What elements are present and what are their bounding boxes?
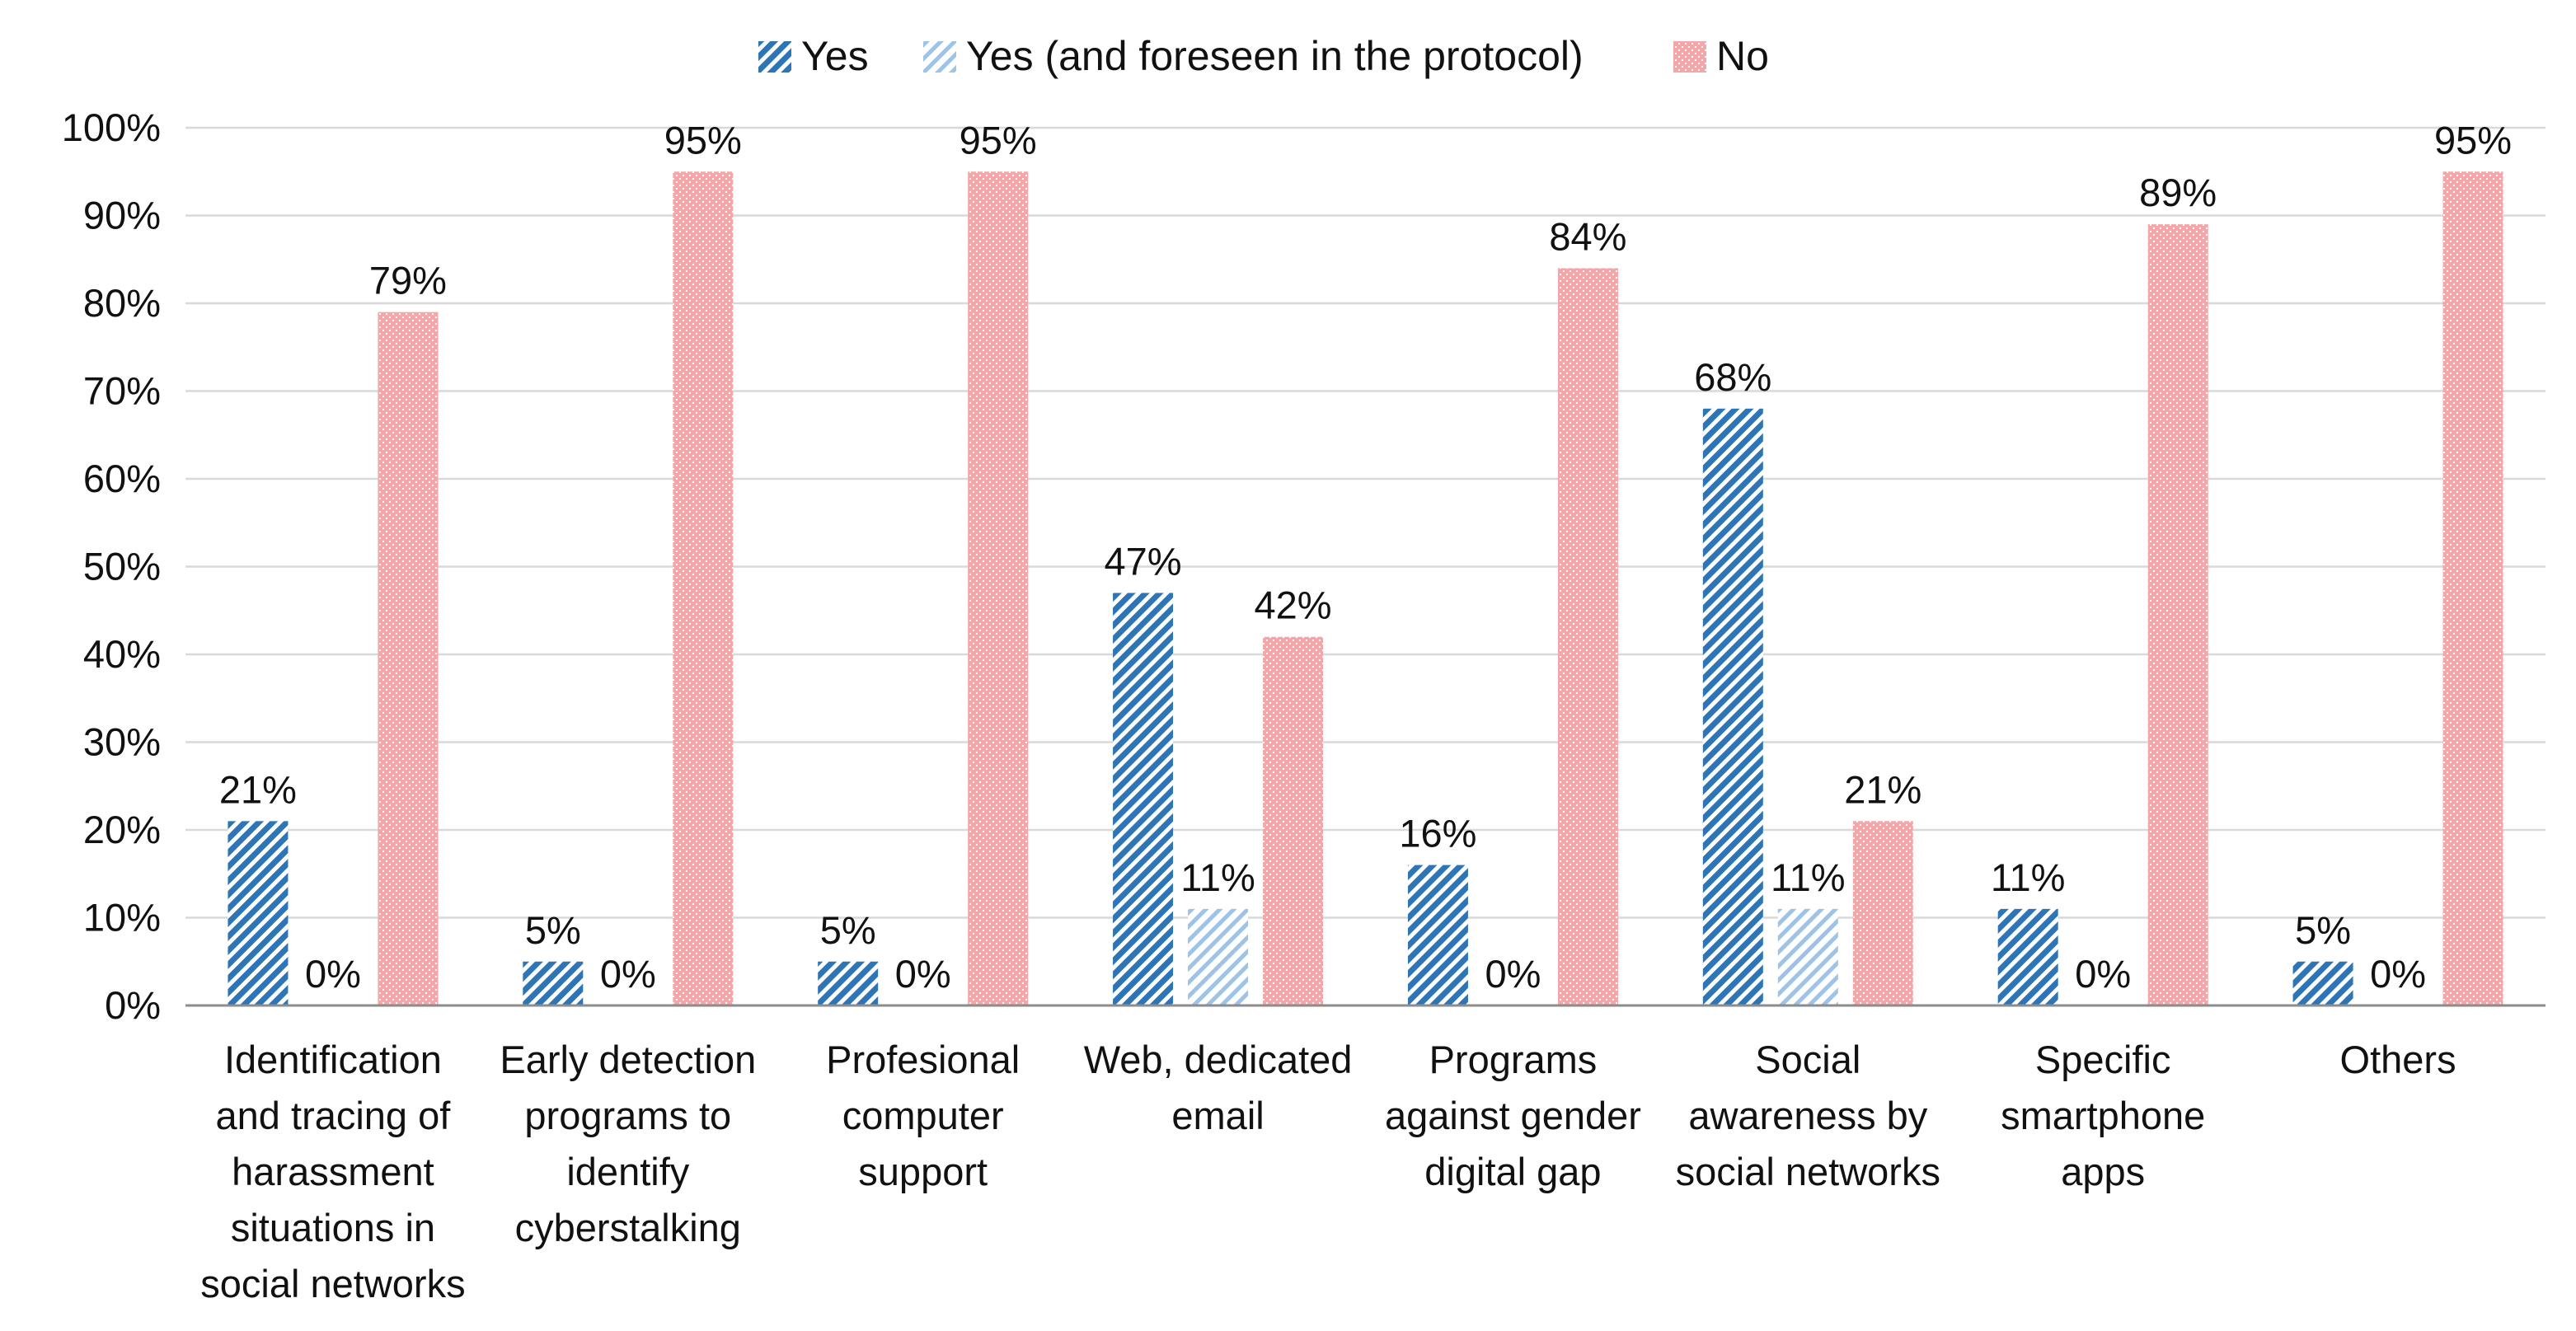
category-label-line: apps xyxy=(2061,1150,2145,1193)
data-label: 5% xyxy=(525,908,581,952)
category-label-line: against gender xyxy=(1385,1094,1641,1137)
data-label: 47% xyxy=(1105,539,1182,583)
y-axis-ticks: 0% 10% 20% 30% 40% 50% 60% 70% 80% 90% 100% xyxy=(62,105,161,1027)
category-labels: Identification and tracing of harassment si… xyxy=(200,1038,2456,1305)
bar-no xyxy=(1852,821,1913,1005)
bar-no xyxy=(1263,636,1324,1005)
category-label: Early detection programs to identify cybers… xyxy=(500,1038,756,1249)
data-label: 11% xyxy=(1180,855,1255,899)
legend-swatch xyxy=(1673,41,1706,73)
category-label-line: email xyxy=(1171,1094,1264,1137)
data-label: 0% xyxy=(2075,952,2131,996)
category-label-line: situations in xyxy=(231,1206,435,1249)
bar-no xyxy=(2147,224,2208,1005)
data-labels: 21% 0% 79% 5% 0% 95% 5% 0% 95% 47% 11% 42% 16% 0% 84% 6… xyxy=(219,118,2512,996)
category-label-line: awareness by xyxy=(1688,1094,1927,1137)
bar-no xyxy=(378,312,439,1005)
category-label-line: Others xyxy=(2340,1038,2456,1081)
category-label: Programs against gender digital gap xyxy=(1385,1038,1641,1193)
y-tick-label: 10% xyxy=(83,896,161,940)
legend-swatch xyxy=(758,41,791,73)
data-label: 5% xyxy=(2295,908,2351,952)
category-label-line: cyberstalking xyxy=(515,1206,741,1249)
bar-yes xyxy=(523,961,584,1005)
bar-yes xyxy=(1113,593,1174,1005)
category-label-line: computer xyxy=(842,1094,1004,1137)
legend-label: No xyxy=(1716,33,1769,79)
bar-no xyxy=(968,171,1029,1005)
category-label-line: and tracing of xyxy=(216,1094,452,1137)
bar-no xyxy=(1557,268,1618,1005)
category-label: Others xyxy=(2340,1038,2456,1081)
category-label-line: Specific xyxy=(2035,1038,2171,1081)
data-label: 89% xyxy=(2139,171,2217,214)
y-tick-label: 50% xyxy=(83,545,161,588)
bar-yes xyxy=(2292,961,2353,1005)
y-tick-label: 100% xyxy=(62,105,161,149)
category-label: Profesional computer support xyxy=(826,1038,1020,1193)
category-label-line: Identification xyxy=(224,1038,442,1081)
data-label: 5% xyxy=(820,908,876,952)
category-label-line: harassment xyxy=(232,1150,434,1193)
category-label: Identification and tracing of harassment si… xyxy=(200,1038,465,1305)
category-label-line: Web, dedicated xyxy=(1084,1038,1353,1081)
y-tick-label: 40% xyxy=(83,632,161,676)
y-tick-label: 60% xyxy=(83,457,161,500)
category-label-line: Programs xyxy=(1429,1038,1598,1081)
data-label: 11% xyxy=(1991,855,2066,899)
data-label: 0% xyxy=(600,952,656,996)
data-label: 42% xyxy=(1255,583,1332,627)
category-label-line: programs to xyxy=(524,1094,731,1137)
category-label: Web, dedicated email xyxy=(1084,1038,1353,1137)
y-tick-label: 30% xyxy=(83,720,161,764)
data-label: 0% xyxy=(1485,952,1541,996)
y-tick-label: 80% xyxy=(83,281,161,325)
bar-yes xyxy=(1997,908,2058,1005)
legend-label: Yes (and foreseen in the protocol) xyxy=(966,33,1584,79)
legend: Yes Yes (and foreseen in the protocol) No xyxy=(758,33,1769,79)
data-label: 0% xyxy=(895,952,951,996)
category-label-line: smartphone xyxy=(2001,1094,2205,1137)
data-label: 0% xyxy=(305,952,361,996)
bar-no xyxy=(2442,171,2503,1005)
bar-yes-and-foreseen-in-the-protocol xyxy=(1188,908,1249,1005)
legend-label: Yes xyxy=(801,33,869,79)
data-label: 95% xyxy=(664,118,742,162)
data-label: 68% xyxy=(1694,355,1771,399)
category-label-line: Early detection xyxy=(500,1038,756,1081)
category-label: Specific smartphone apps xyxy=(2001,1038,2205,1193)
bar-yes xyxy=(228,821,289,1005)
bars xyxy=(228,171,2503,1005)
data-label: 95% xyxy=(2434,118,2512,162)
data-label: 79% xyxy=(369,259,447,302)
data-label: 84% xyxy=(1549,214,1626,258)
bar-yes xyxy=(1407,865,1468,1005)
category-label-line: identify xyxy=(566,1150,689,1193)
category-label-line: social networks xyxy=(200,1262,465,1305)
y-tick-label: 0% xyxy=(105,983,161,1027)
bar-yes xyxy=(818,961,879,1005)
category-label-line: digital gap xyxy=(1424,1150,1601,1193)
category-label-line: social networks xyxy=(1676,1150,1940,1193)
category-label: Social awareness by social networks xyxy=(1676,1038,1940,1193)
category-label-line: support xyxy=(858,1150,988,1193)
bar-yes xyxy=(1702,408,1763,1005)
bar-yes-and-foreseen-in-the-protocol xyxy=(1777,908,1838,1005)
category-label-line: Social xyxy=(1755,1038,1860,1081)
data-label: 0% xyxy=(2370,952,2426,996)
category-label-line: Profesional xyxy=(826,1038,1020,1081)
y-tick-label: 70% xyxy=(83,369,161,413)
data-label: 95% xyxy=(960,118,1037,162)
data-label: 21% xyxy=(219,767,297,811)
data-label: 11% xyxy=(1771,855,1846,899)
y-tick-label: 90% xyxy=(83,194,161,237)
bar-no xyxy=(673,171,734,1005)
data-label: 16% xyxy=(1399,812,1476,855)
y-tick-label: 20% xyxy=(83,808,161,851)
gridlines xyxy=(185,126,2546,919)
legend-swatch xyxy=(923,41,956,73)
data-label: 21% xyxy=(1844,767,1921,811)
